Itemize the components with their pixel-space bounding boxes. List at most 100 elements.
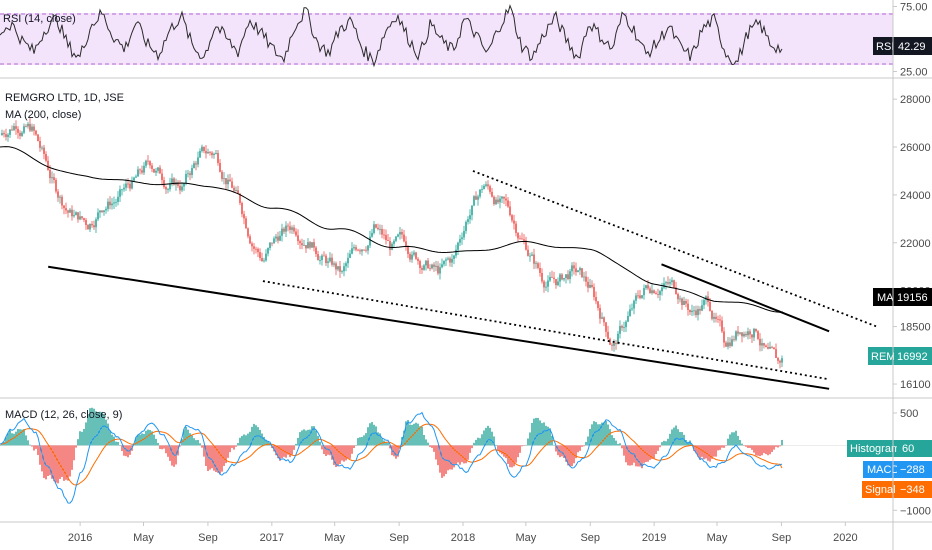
candle-body <box>609 338 611 345</box>
candle-body <box>397 234 399 237</box>
macd-histogram-bar <box>167 445 169 457</box>
candle-body <box>365 249 367 251</box>
candle-body <box>27 123 29 127</box>
macd-histogram-bar <box>415 422 417 446</box>
candle-body <box>659 291 661 295</box>
macd-histogram-bar <box>711 445 713 459</box>
candle-body <box>457 242 459 250</box>
candle-body <box>535 263 537 265</box>
candle-body <box>215 153 217 154</box>
candle-body <box>133 177 135 181</box>
macd-histogram-bar <box>693 445 695 452</box>
macd-histogram-bar <box>601 422 603 446</box>
macd-histogram-bar <box>213 445 215 471</box>
macd-histogram-bar <box>311 426 313 446</box>
candle-body <box>101 210 103 212</box>
candle-body <box>23 126 25 133</box>
macd-histogram-bar <box>445 445 447 474</box>
macd-histogram-bar <box>337 445 339 467</box>
rsi-pane[interactable]: RSI (14, close) 75.00 25.00 RSI 42.29 <box>0 2 932 79</box>
macd-histogram-bar <box>25 435 27 446</box>
candle-body <box>625 321 627 328</box>
candle-body <box>467 219 469 222</box>
macd-histogram-bar <box>277 445 279 459</box>
candle-body <box>305 245 307 249</box>
macd-histogram-bar <box>509 445 511 468</box>
macd-histogram-bar <box>173 445 175 467</box>
candle-body <box>375 224 377 228</box>
candle-body <box>433 264 435 267</box>
macd-histogram-bar <box>87 413 89 446</box>
candle-body <box>213 153 215 156</box>
candle-body <box>241 203 243 215</box>
candle-body <box>217 153 219 163</box>
time-tick-label: 2017 <box>260 532 284 544</box>
macd-histogram-bar <box>773 445 775 450</box>
time-axis[interactable]: 2016 May Sep 2017 May Sep 2018 May Sep 2019 May Sep… <box>68 522 858 544</box>
candle-body <box>575 268 577 273</box>
macd-histogram-bar <box>573 445 575 464</box>
macd-histogram-bar <box>543 422 545 446</box>
macd-histogram-bar <box>327 445 329 455</box>
candle-body <box>145 160 147 166</box>
macd-pane[interactable]: MACD (12, 26, close, 9) 500 −1000 Histogr… <box>0 407 932 518</box>
candle-body <box>709 301 711 311</box>
candle-body <box>75 212 77 216</box>
candle-body <box>63 205 65 209</box>
candle-body <box>713 316 715 319</box>
macd-histogram-bar <box>499 445 501 453</box>
candle-body <box>385 234 387 241</box>
candle-body <box>139 169 141 171</box>
macd-histogram-bar <box>367 427 369 446</box>
macd-histogram-bar <box>339 445 341 464</box>
candle-body <box>43 147 45 154</box>
macd-histogram-bar <box>441 445 443 478</box>
macd-histogram-bar <box>323 445 325 455</box>
macd-histogram-bar <box>517 445 519 458</box>
macd-histogram-bar <box>643 445 645 463</box>
candle-body <box>691 310 693 313</box>
candle-body <box>199 151 201 158</box>
candle-body <box>623 327 625 328</box>
candle-body <box>541 272 543 282</box>
candle-body <box>107 201 109 209</box>
candle-body <box>235 190 237 191</box>
candle-body <box>737 331 739 334</box>
macd-histogram-bar <box>467 445 469 460</box>
macd-histogram-bar <box>191 435 193 446</box>
macd-histogram-bar <box>697 445 699 457</box>
macd-histogram-bar <box>561 445 563 457</box>
macd-histogram-bar <box>477 437 479 446</box>
macd-histogram-bar <box>147 429 149 446</box>
macd-histogram-bar <box>397 445 399 457</box>
candle-body <box>15 126 17 129</box>
candle-body <box>137 169 139 177</box>
macd-histogram-bar <box>725 445 727 446</box>
candle-body <box>9 129 11 135</box>
macd-histogram-bar <box>309 429 311 446</box>
macd-histogram-bar <box>287 445 289 455</box>
macd-histogram-bar <box>757 445 759 456</box>
candle-body <box>571 265 573 272</box>
candle-body <box>57 191 59 198</box>
macd-histogram-bar <box>121 445 123 451</box>
macd-histogram-bar <box>49 445 51 476</box>
candle-body <box>165 187 167 190</box>
price-pane[interactable]: REMGRO LTD, 1D, JSE MA (200, close) 2800… <box>0 92 932 391</box>
candle-body <box>167 189 169 191</box>
macd-histogram-bar <box>619 443 621 446</box>
candle-body <box>149 161 151 166</box>
macd-histogram-bar <box>393 445 395 457</box>
candle-body <box>605 322 607 332</box>
candle-body <box>509 206 511 216</box>
candle-body <box>129 183 131 189</box>
macd-histogram-bar <box>615 440 617 446</box>
candle-body <box>17 128 19 133</box>
candle-body <box>471 205 473 216</box>
candle-body <box>131 180 133 189</box>
macd-histogram-bar <box>469 445 471 453</box>
candle-body <box>755 328 757 332</box>
macd-histogram-bar <box>577 445 579 453</box>
candle-body <box>767 346 769 349</box>
